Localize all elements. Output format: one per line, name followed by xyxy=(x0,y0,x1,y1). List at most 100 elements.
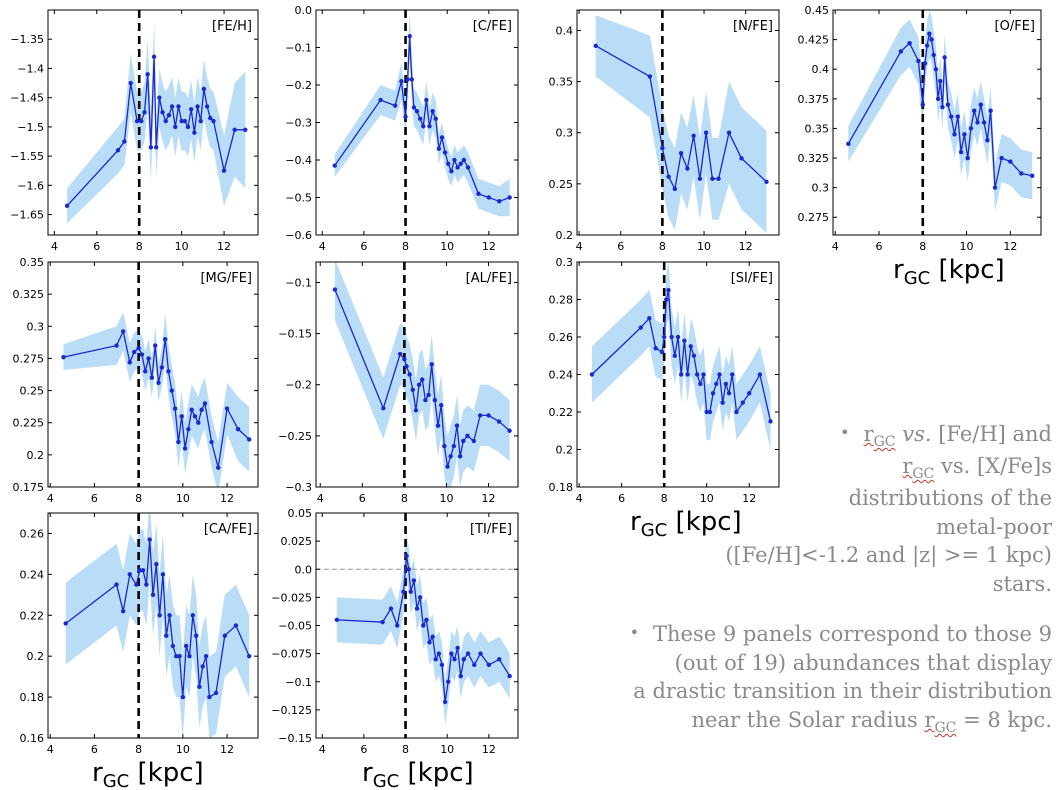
y-tick-label: −0.05 xyxy=(278,620,312,633)
x-tick-label: 6 xyxy=(618,492,625,505)
data-point xyxy=(162,336,168,342)
data-point xyxy=(179,414,184,419)
data-point xyxy=(965,155,970,161)
data-point xyxy=(448,454,453,459)
r-subscript: GC xyxy=(912,466,935,483)
data-point xyxy=(189,407,194,413)
data-point xyxy=(201,86,207,92)
data-point xyxy=(938,78,943,84)
data-point xyxy=(145,72,150,77)
y-tick-label: 0.025 xyxy=(281,535,313,548)
data-point xyxy=(408,589,413,594)
data-point xyxy=(678,150,684,156)
data-point xyxy=(486,195,492,200)
x-tick-label: 12 xyxy=(739,240,753,253)
data-point xyxy=(190,613,195,618)
uncertainty-band xyxy=(334,13,510,217)
data-point xyxy=(507,195,512,200)
data-point xyxy=(972,108,977,113)
data-point xyxy=(128,80,133,86)
data-point xyxy=(477,413,483,418)
data-point xyxy=(186,426,191,432)
note-text: (out of 19) abundances that display xyxy=(674,650,1052,675)
y-tick-label: −0.3 xyxy=(285,481,312,494)
data-point xyxy=(120,608,126,614)
panel-label: [CA/FE] xyxy=(204,522,252,537)
data-point xyxy=(421,124,426,129)
data-point xyxy=(999,155,1004,161)
data-point xyxy=(675,334,681,340)
note-bullet-2: • These 9 panels correspond to those 9 (o… xyxy=(600,620,1052,738)
data-point xyxy=(439,135,445,140)
y-tick-label: −0.1 xyxy=(285,676,312,689)
data-point xyxy=(465,433,470,439)
y-tick-label: −1.45 xyxy=(10,92,44,105)
data-point xyxy=(164,633,169,638)
plot-area xyxy=(589,262,773,487)
r-symbol: r xyxy=(902,454,913,479)
y-tick-label: −0.2 xyxy=(285,79,312,92)
data-point xyxy=(195,104,200,109)
data-point xyxy=(593,43,598,48)
panel-label: [SI/FE] xyxy=(731,271,773,286)
data-point xyxy=(154,561,159,567)
panel-label: [N/FE] xyxy=(733,19,773,34)
r-subscript: GC xyxy=(934,719,957,736)
data-point xyxy=(198,118,203,124)
x-axis-label: rGC [kpc] xyxy=(893,255,1005,289)
data-point xyxy=(458,673,463,679)
uncertainty-band xyxy=(65,513,250,738)
data-point xyxy=(414,109,420,114)
data-point xyxy=(139,352,145,357)
panel-sife: 4 6 8 10 12 0.3 0.28 0.26 0.24 0.22 0.2 0.18 [SI/FE] xyxy=(549,256,780,505)
note-text: These 9 panels correspond to those 9 xyxy=(653,622,1052,647)
x-tick-label: 4 xyxy=(51,240,58,253)
data-point xyxy=(150,592,156,598)
y-tick-label: 0.275 xyxy=(13,352,45,365)
data-point xyxy=(697,176,703,181)
x-tick-label: 12 xyxy=(220,492,234,505)
y-tick-label: −0.15 xyxy=(278,732,312,745)
x-tick-label: 6 xyxy=(360,240,367,253)
x-axis-label-sub: GC xyxy=(904,268,931,289)
data-point xyxy=(147,537,152,542)
data-point xyxy=(401,589,406,594)
data-point xyxy=(764,179,769,185)
data-point xyxy=(424,97,429,103)
data-point xyxy=(476,191,481,196)
y-tick-label: −1.65 xyxy=(10,209,44,222)
x-tick-label: 4 xyxy=(576,240,583,253)
data-point xyxy=(455,165,460,170)
data-point xyxy=(647,316,652,321)
x-tick-label: 6 xyxy=(359,492,366,505)
data-point xyxy=(153,145,159,150)
data-point xyxy=(975,120,980,125)
data-point xyxy=(664,297,669,302)
data-point xyxy=(589,372,595,377)
panel-feh: 4 6 8 10 12 −1.35 −1.4 −1.45 −1.5 −1.55 −1.6 −1.65 [… xyxy=(10,9,259,253)
data-point xyxy=(461,657,467,662)
note-bullet-1: • rGC vs. [Fe/H] and rGC vs. [X/Fe]s dist… xyxy=(600,420,1052,598)
y-tick-label: −0.125 xyxy=(271,704,312,717)
y-tick-label: 0.3 xyxy=(556,256,574,269)
x-axis-label: rGC [kpc] xyxy=(630,507,742,541)
data-point xyxy=(192,130,197,135)
data-point xyxy=(457,454,463,459)
x-tick-label: 12 xyxy=(482,492,496,505)
data-point xyxy=(988,108,993,113)
x-tick-label: 12 xyxy=(1003,240,1017,253)
data-point xyxy=(922,61,928,66)
data-point xyxy=(691,133,696,138)
data-point xyxy=(710,176,715,181)
panel-ofe: 4 6 8 10 12 0.45 0.425 0.4 0.375 0.35 0.325 0.3 0.27… xyxy=(798,4,1042,253)
data-point xyxy=(446,679,451,684)
data-point xyxy=(436,146,442,151)
data-point xyxy=(399,79,404,84)
y-tick-label: −0.25 xyxy=(278,430,312,443)
plot-area xyxy=(332,262,512,487)
data-point xyxy=(127,360,132,365)
data-point xyxy=(221,168,227,173)
x-axis-label-unit: [kpc] xyxy=(667,507,741,537)
plot-area xyxy=(332,10,512,235)
data-point xyxy=(757,372,763,377)
